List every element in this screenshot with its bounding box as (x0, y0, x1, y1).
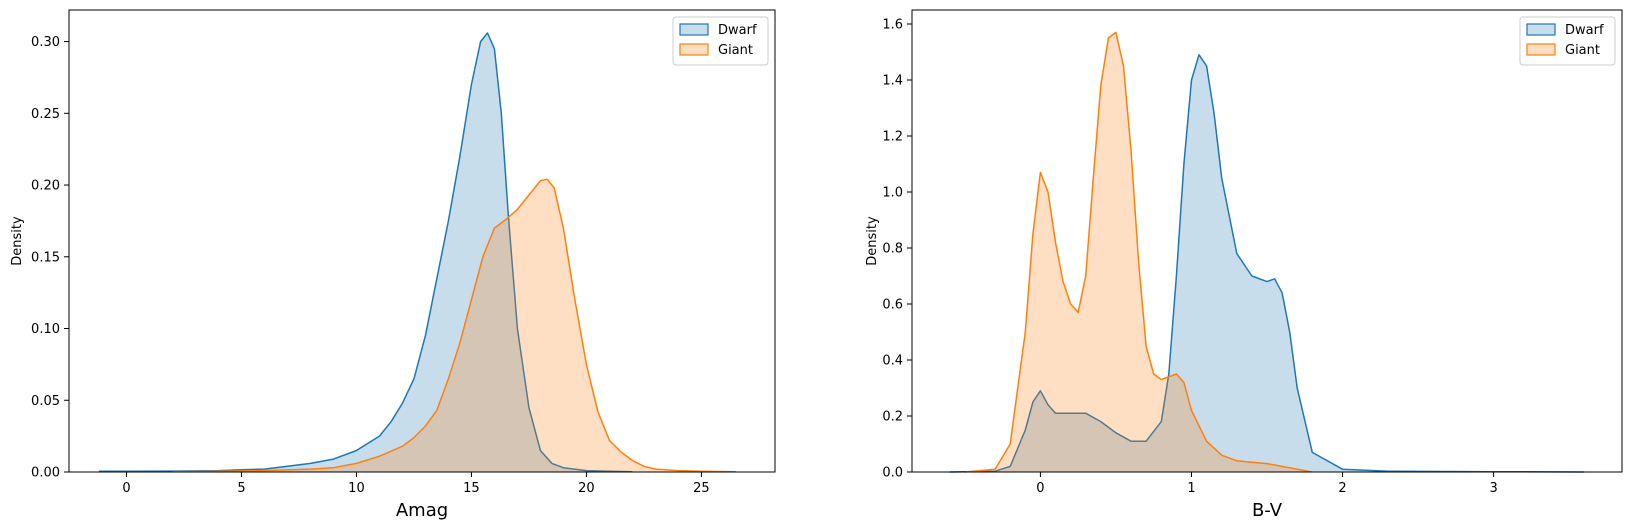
dwarf-legend-label: Dwarf (1565, 23, 1604, 38)
dwarf-density-line (949, 54, 1585, 473)
giant-legend-swatch (1526, 43, 1556, 56)
x-tick-label: 5 (237, 481, 245, 496)
x-tick-label: 3 (1489, 481, 1497, 496)
y-tick-label: 0.10 (31, 322, 60, 337)
y-axis-label: Density (10, 216, 25, 266)
giant-legend-label: Giant (718, 43, 753, 58)
x-tick-label: 0 (122, 481, 130, 496)
x-axis-label: Amag (396, 500, 448, 521)
legend: Dwarf Giant (672, 16, 769, 66)
y-tick-label: 0.0 (882, 466, 903, 481)
y-tick-label: 0.8 (882, 242, 903, 257)
dwarf-legend-swatch (1526, 23, 1556, 36)
y-tick-label: 1.6 (882, 18, 903, 33)
y-tick-label: 0.05 (31, 394, 60, 409)
x-tick-label: 1 (1187, 481, 1195, 496)
x-tick-label: 10 (348, 481, 365, 496)
y-tick-label: 0.20 (31, 179, 60, 194)
plot-frame (911, 9, 1623, 473)
y-tick-label: 0.25 (31, 107, 60, 122)
y-tick-label: 0.4 (882, 354, 903, 369)
amag-density-chart: 0 5 10 15 20 25 0.00 0.05 0.10 0.15 0.20 0.25 0.30 Am… (10, 9, 776, 521)
y-tick-label: 0.30 (31, 35, 60, 50)
x-tick-label: 20 (578, 481, 595, 496)
giant-density-line (964, 31, 1313, 473)
dwarf-density-area (98, 33, 633, 472)
y-tick-label: 1.0 (882, 186, 903, 201)
giant-legend-label: Giant (1565, 43, 1600, 58)
x-tick-label: 0 (1036, 481, 1044, 496)
legend-box (672, 16, 769, 66)
x-tick-label: 25 (693, 481, 710, 496)
x-axis-label: B-V (1252, 500, 1283, 521)
y-tick-label: 0.15 (31, 250, 60, 265)
x-tick-label: 2 (1338, 481, 1346, 496)
y-tick-label: 0.2 (882, 410, 903, 425)
plot-frame (68, 9, 776, 473)
y-tick-label: 1.4 (882, 74, 903, 89)
bv-density-chart: 0 1 2 3 0.0 0.2 0.4 0.6 0.8 1.0 1.2 1.4 1.6 B-V Densit… (865, 9, 1623, 521)
y-tick-label: 0.6 (882, 298, 903, 313)
y-tick-label: 1.2 (882, 130, 903, 145)
dwarf-legend-swatch (679, 23, 709, 36)
dwarf-legend-label: Dwarf (718, 23, 757, 38)
giant-density-line (172, 178, 736, 473)
y-tick-label: 0.00 (31, 466, 60, 481)
giant-density-area (964, 32, 1313, 473)
giant-density-area (172, 179, 736, 473)
dwarf-density-area (949, 54, 1585, 473)
legend-box (1519, 16, 1616, 66)
legend: Dwarf Giant (1519, 16, 1616, 66)
dwarf-density-line (98, 32, 633, 473)
giant-legend-swatch (679, 43, 709, 56)
x-tick-label: 15 (463, 481, 480, 496)
y-axis-label: Density (865, 216, 880, 266)
